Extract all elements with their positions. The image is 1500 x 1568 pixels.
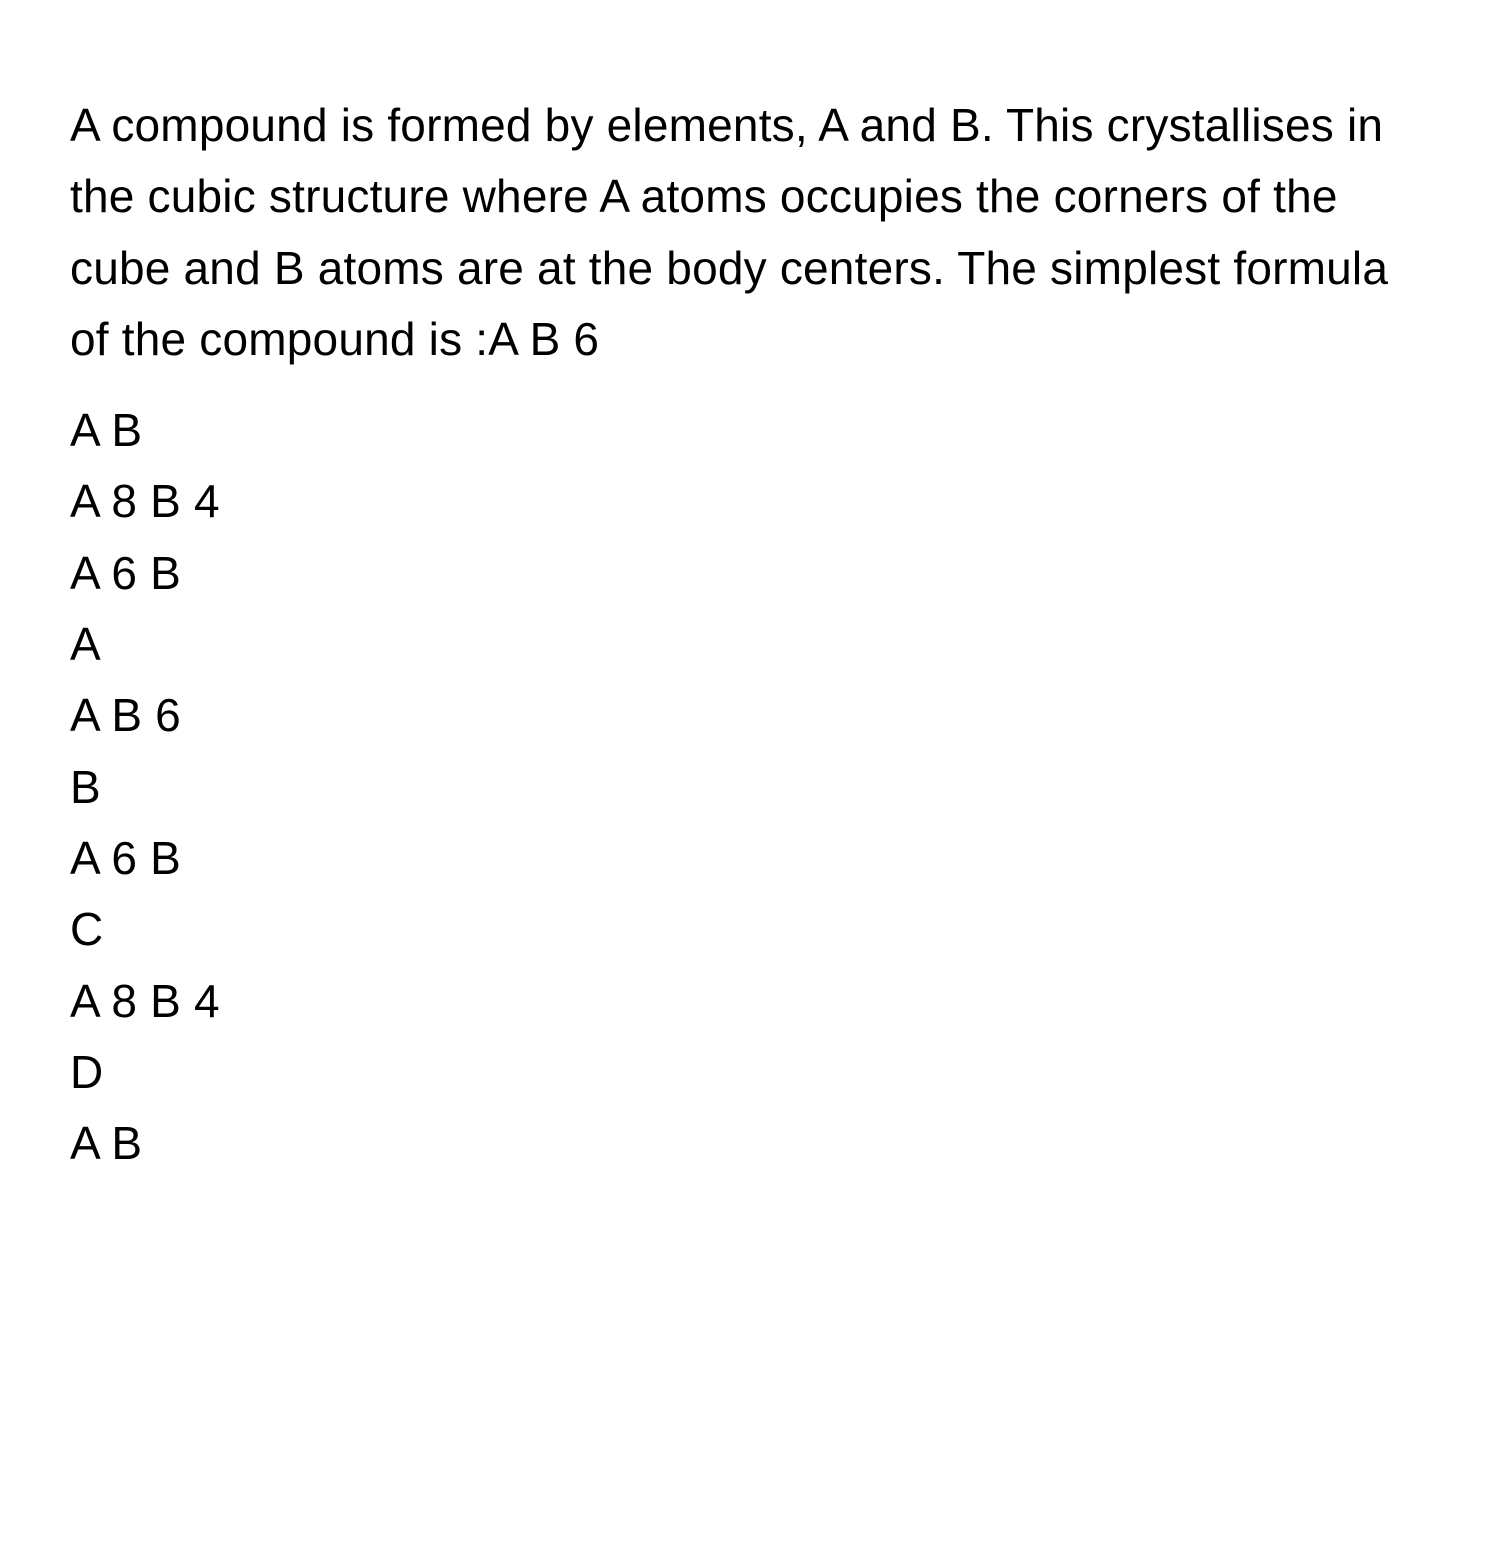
option-line-1: A B [70,395,1430,466]
option-c-text: A 8 B 4 [70,966,1430,1037]
option-line-3: A 6 B [70,538,1430,609]
question-text: A compound is formed by elements, A and … [70,90,1430,375]
option-a-text: A B 6 [70,680,1430,751]
option-label-d: D [70,1037,1430,1108]
option-b-text: A 6 B [70,823,1430,894]
option-label-c: C [70,894,1430,965]
option-label-b: B [70,752,1430,823]
option-line-2: A 8 B 4 [70,466,1430,537]
option-d-text: A B [70,1108,1430,1179]
option-label-a: A [70,609,1430,680]
